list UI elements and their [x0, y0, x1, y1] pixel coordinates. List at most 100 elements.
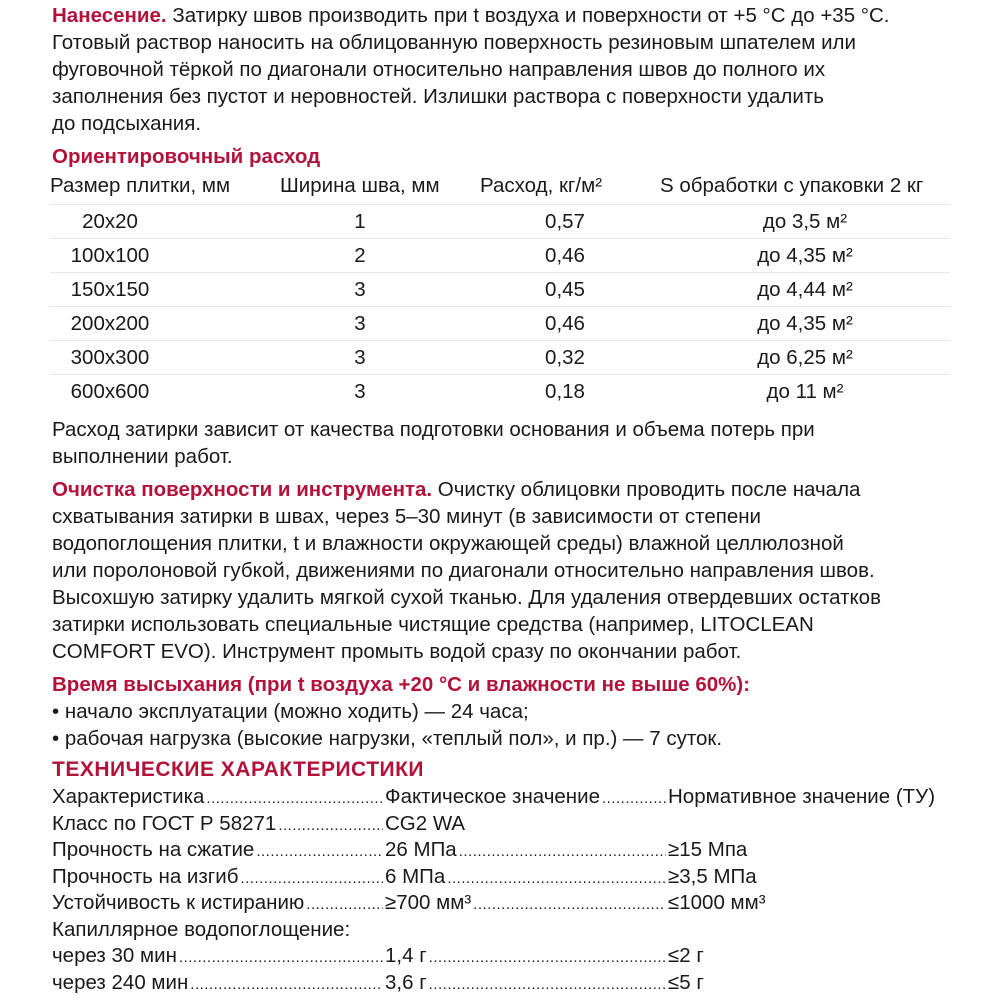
tech-label: Капиллярное водопоглощение: — [52, 917, 351, 941]
label-cell: Прочность на сжатие — [52, 836, 385, 865]
text-line: Нанесение. Затирку швов производить при … — [52, 2, 982, 29]
cleaning-section: Очистка поверхности и инструмента. Очист… — [52, 476, 982, 665]
value-cell: 26 МПа — [385, 836, 668, 865]
consumption-heading: Ориентировочный расход — [52, 145, 321, 168]
tech-label: Устойчивость к истиранию — [52, 891, 305, 914]
table-cell: до 11 м² — [660, 374, 950, 408]
text-line: затирки использовать специальные чистящи… — [52, 613, 814, 636]
dot-leader — [306, 889, 383, 918]
table-cell: до 4,44 м² — [660, 272, 950, 307]
dot-leader — [473, 889, 666, 918]
label-cell: через 240 мин — [52, 969, 385, 998]
consumption-table: Размер плитки, мм Ширина шва, мм Расход, к… — [50, 170, 950, 408]
bullet-text: начало эксплуатации (можно ходить) — 24 … — [64, 700, 529, 723]
table-cell: 100x100 — [50, 238, 280, 273]
label-cell: Класс по ГОСТ Р 58271 — [52, 810, 385, 839]
text-line: Очистка поверхности и инструмента. Очист… — [52, 476, 982, 503]
table-row: 150x150 3 0,45 до 4,44 м² — [50, 272, 950, 307]
text-line: заполнения без пустот и неровностей. Изл… — [52, 83, 982, 110]
table-cell: 0,45 — [480, 272, 660, 307]
tech-value: 3,6 г — [385, 970, 427, 994]
application-heading: Нанесение. — [52, 4, 167, 27]
label-cell: Капиллярное водопоглощение: — [52, 916, 350, 943]
tech-norm: ≥3,5 МПа — [668, 864, 757, 888]
label-cell: Характеристика — [52, 783, 385, 812]
table-cell: 150x150 — [50, 272, 280, 307]
text-line: Высохшую затирку удалить мягкой сухой тк… — [52, 586, 881, 609]
table-cell: 3 — [280, 272, 480, 307]
dot-leader — [256, 836, 383, 865]
dot-leader — [459, 836, 666, 865]
norm-cell: ≥3,5 МПа — [668, 863, 757, 890]
tech-label: Характеристика — [52, 785, 205, 808]
application-section: Нанесение. Затирку швов производить при … — [52, 2, 982, 137]
tech-row: через 240 мин 3,6 г ≤5 г — [52, 969, 982, 996]
column-header: Ширина шва, мм — [280, 173, 440, 197]
line-text: Очистку облицовки проводить после начала — [432, 478, 861, 501]
consumption-note: Расход затирки зависит от качества подго… — [52, 416, 982, 470]
table-cell: до 3,5 м² — [660, 204, 950, 239]
line-text: заполнения без пустот и неровностей. Изл… — [52, 85, 824, 108]
tech-norm: ≤2 г — [668, 944, 704, 967]
drying-section: Время высыхания (при t воздуха +20 °С и … — [52, 671, 982, 752]
line-text: до подсыхания. — [52, 112, 202, 135]
tech-norm: Нормативное значение (ТУ) — [668, 785, 936, 808]
table-cell: 0,46 — [480, 238, 660, 273]
tech-row: через 30 мин 1,4 г ≤2 г — [52, 942, 982, 969]
bullet-item: • начало эксплуатации (можно ходить) — 2… — [52, 698, 982, 725]
tech-value: Фактическое значение — [385, 785, 600, 808]
norm-cell: ≤1000 мм³ — [668, 889, 766, 916]
tech-label: Прочность на сжатие — [52, 838, 255, 861]
table-cell: до 4,35 м² — [660, 238, 950, 273]
dot-leader — [447, 863, 666, 892]
bullet-icon: • — [52, 700, 65, 723]
table-cell: 200x200 — [50, 306, 280, 341]
text-line: Готовый раствор наносить на облицованную… — [52, 29, 982, 56]
tech-value: 1,4 г — [385, 944, 427, 967]
dot-leader — [278, 810, 383, 839]
dot-leader — [240, 863, 383, 892]
label-cell: через 30 мин — [52, 942, 385, 971]
line-text: фуговочной тёркой по диагонали относител… — [52, 58, 826, 81]
value-cell: 6 МПа — [385, 863, 668, 892]
tech-norm: ≤1000 мм³ — [668, 891, 766, 914]
tech-norm: ≥15 Мпа — [668, 838, 748, 861]
table-cell: 600x600 — [50, 374, 280, 408]
dot-leader — [206, 783, 383, 812]
table-cell: 1 — [280, 204, 480, 239]
value-cell: ≥700 мм³ — [385, 889, 668, 918]
table-cell: 3 — [280, 306, 480, 341]
text-line: или поролоновой губкой, движениями по ди… — [52, 559, 875, 582]
table-cell: до 6,25 м² — [660, 340, 950, 375]
table-row: 200x200 3 0,46 до 4,35 м² — [50, 306, 950, 341]
tech-value: ≥700 мм³ — [385, 891, 472, 914]
value-cell: 1,4 г — [385, 942, 668, 971]
tech-row: Капиллярное водопоглощение: — [52, 916, 982, 943]
tech-row: Прочность на изгиб 6 МПа ≥3,5 МПа — [52, 863, 982, 890]
tech-table: Характеристика Фактическое значение Нормат… — [52, 783, 982, 995]
text-line: Расход затирки зависит от качества подго… — [52, 418, 815, 441]
tech-label: Класс по ГОСТ Р 58271 — [52, 811, 277, 835]
tech-row: Характеристика Фактическое значение Нормат… — [52, 783, 982, 810]
text-line: водопоглощения плитки, t и влажности окр… — [52, 532, 844, 555]
tech-row: Класс по ГОСТ Р 58271 CG2 WA — [52, 810, 982, 837]
tech-row: Устойчивость к истиранию ≥700 мм³ ≤1000 мм… — [52, 889, 982, 916]
dot-leader — [429, 942, 666, 971]
table-row: 300x300 3 0,32 до 6,25 м² — [50, 340, 950, 375]
bullet-icon: • — [52, 727, 65, 750]
table-row: 100x100 2 0,46 до 4,35 м² — [50, 238, 950, 273]
norm-cell: ≤2 г — [668, 942, 704, 969]
norm-cell: ≥15 Мпа — [668, 836, 747, 863]
cleaning-heading: Очистка поверхности и инструмента. — [52, 478, 433, 501]
table-row: 20x20 1 0,57 до 3,5 м² — [50, 204, 950, 239]
text-line: фуговочной тёркой по диагонали относител… — [52, 56, 982, 83]
value-cell: Фактическое значение — [385, 783, 668, 812]
line-text: Готовый раствор наносить на облицованную… — [52, 31, 856, 54]
line-text: Затирку швов производить при t воздуха и… — [172, 4, 890, 27]
tech-value: 6 МПа — [385, 864, 446, 888]
column-header: S обработки с упаковки 2 кг — [660, 173, 924, 197]
table-cell: 0,18 — [480, 374, 660, 408]
tech-norm: ≤5 г — [668, 970, 704, 994]
table-cell: 3 — [280, 340, 480, 375]
bullet-text: рабочая нагрузка (высокие нагрузки, «теп… — [64, 727, 723, 750]
